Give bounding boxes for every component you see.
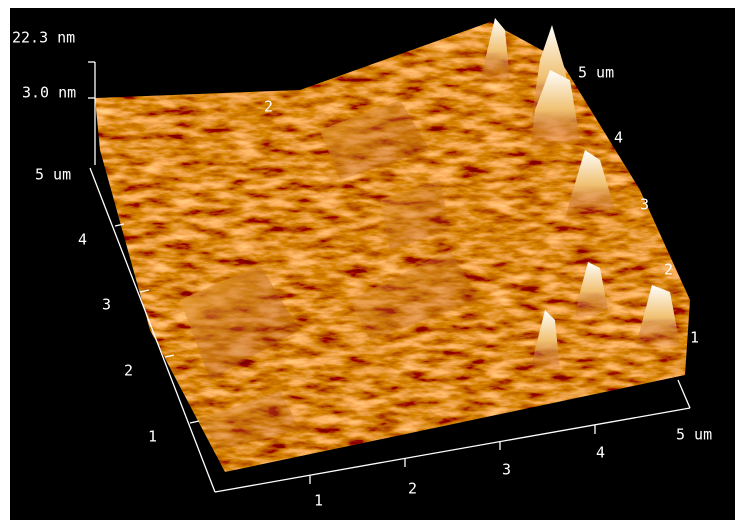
left-tick: 4	[78, 231, 87, 249]
left-tick: 3	[102, 296, 111, 314]
bottom-tick: 3	[502, 461, 511, 479]
right-tick: 2	[664, 261, 673, 279]
right-tick: 4	[614, 129, 623, 147]
bottom-tick: 1	[314, 492, 323, 510]
bottom-tick: 2	[408, 480, 417, 498]
axes	[88, 61, 691, 493]
bottom-axis-end: 5 um	[676, 426, 712, 444]
left-axis-end: 5 um	[35, 166, 71, 184]
peaks	[480, 18, 680, 372]
z-mid-label: 3.0 nm	[22, 84, 76, 102]
right-tick: 1	[690, 329, 699, 347]
back-tick: 2	[264, 98, 273, 116]
left-tick: 1	[148, 428, 157, 446]
z-max-label: 22.3 nm	[12, 29, 75, 47]
bottom-tick: 4	[596, 444, 605, 462]
right-tick: 3	[640, 196, 649, 214]
left-tick: 2	[124, 362, 133, 380]
right-axis-end: 5 um	[578, 64, 614, 82]
